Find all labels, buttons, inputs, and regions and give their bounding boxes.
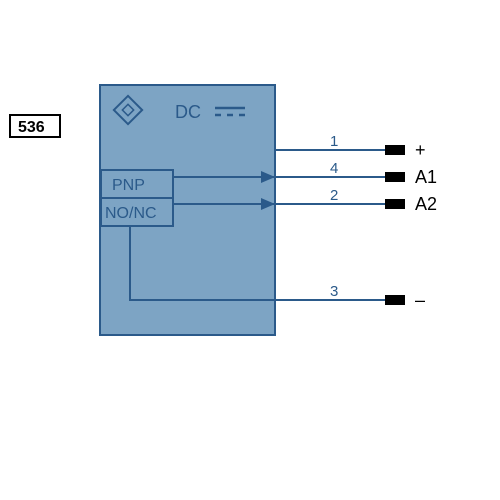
pnp-label: PNP <box>112 177 145 194</box>
terminal-block <box>385 145 405 155</box>
terminal-label: A1 <box>415 167 437 187</box>
nonc-label: NO/NC <box>105 205 157 222</box>
terminal-block <box>385 295 405 305</box>
pin-number: 4 <box>330 160 338 177</box>
terminal-label: + <box>415 140 426 160</box>
code-box-text: 536 <box>18 119 45 136</box>
terminal-label: – <box>415 290 425 310</box>
dc-label: DC <box>175 102 201 122</box>
pin-number: 3 <box>330 283 338 300</box>
terminal-label: A2 <box>415 194 437 214</box>
code-box: 536 <box>10 115 60 137</box>
terminal-block <box>385 172 405 182</box>
pin-number: 1 <box>330 133 338 150</box>
wiring-diagram: 536 DC PNP NO/NC 1 +4 A1 2 A2 3 – <box>0 0 500 500</box>
pin-number: 2 <box>330 187 338 204</box>
terminal-block <box>385 199 405 209</box>
